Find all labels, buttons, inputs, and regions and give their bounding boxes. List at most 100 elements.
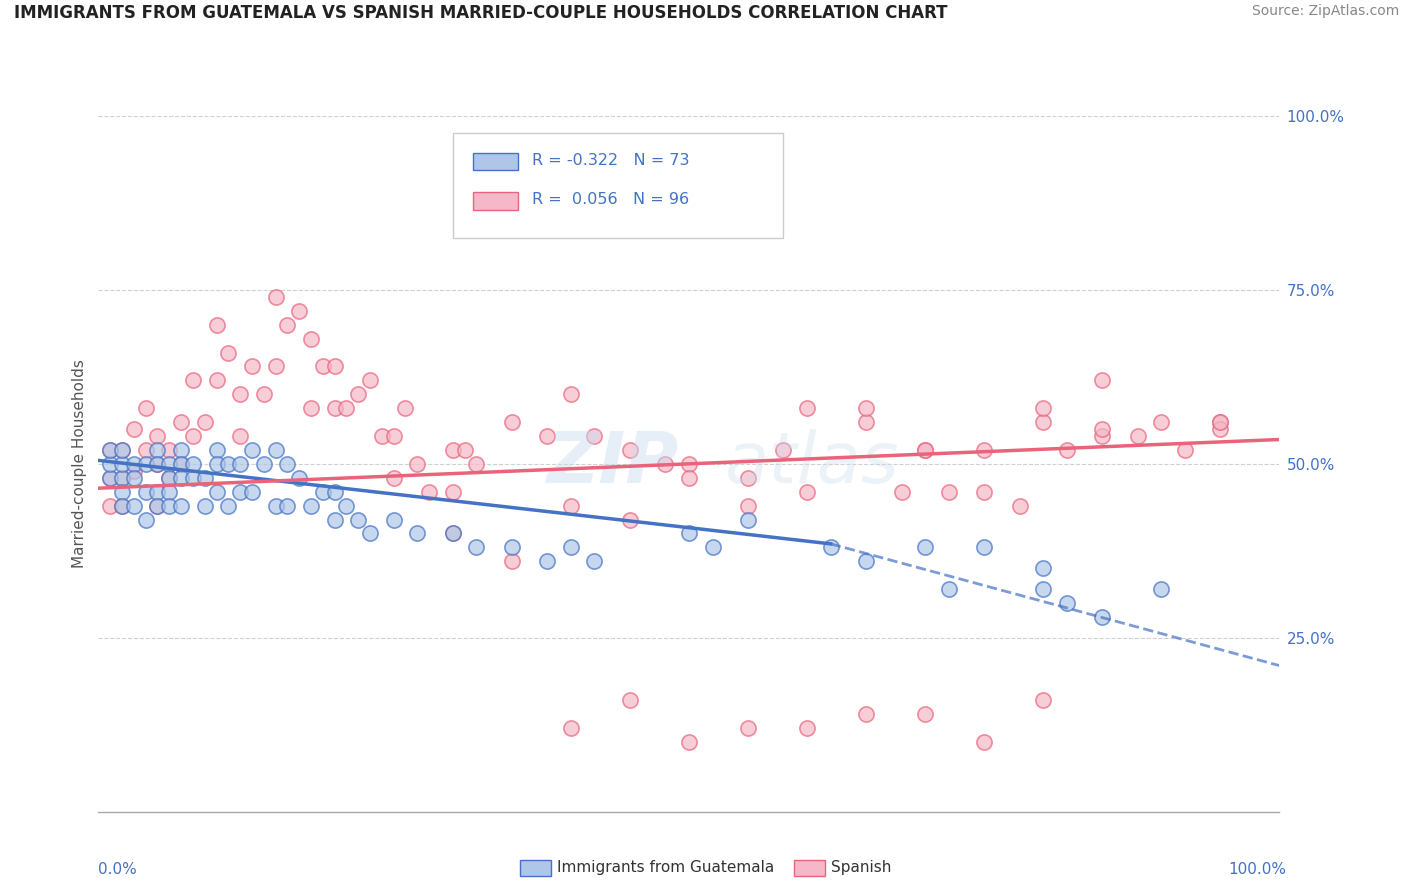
Point	[205, 442, 228, 457]
Point	[536, 429, 558, 443]
Point	[240, 359, 263, 374]
Point	[1150, 582, 1173, 596]
Point	[253, 387, 276, 401]
Point	[914, 442, 936, 457]
Text: 0.0%: 0.0%	[98, 863, 138, 877]
Text: 100.0%: 100.0%	[1229, 863, 1286, 877]
Point	[335, 499, 357, 513]
Point	[157, 457, 180, 471]
Point	[111, 442, 134, 457]
Text: Immigrants from Guatemala: Immigrants from Guatemala	[557, 861, 775, 875]
Point	[501, 541, 523, 555]
Point	[276, 457, 298, 471]
Point	[217, 457, 239, 471]
Point	[453, 442, 475, 457]
Y-axis label: Married-couple Households: Married-couple Households	[72, 359, 87, 568]
Text: Spanish: Spanish	[831, 861, 891, 875]
Point	[122, 422, 145, 436]
Point	[583, 554, 606, 568]
Point	[288, 471, 311, 485]
Point	[973, 484, 995, 499]
Point	[194, 471, 217, 485]
Point	[1032, 693, 1054, 707]
Point	[98, 442, 121, 457]
Point	[1209, 415, 1232, 429]
Point	[111, 484, 134, 499]
Point	[1091, 429, 1114, 443]
Point	[855, 415, 877, 429]
Point	[205, 457, 228, 471]
Point	[855, 401, 877, 416]
Point	[146, 442, 169, 457]
Point	[382, 471, 405, 485]
Point	[501, 415, 523, 429]
Point	[772, 442, 794, 457]
Point	[146, 457, 169, 471]
Point	[359, 373, 381, 387]
Point	[299, 332, 322, 346]
Text: R = -0.322   N = 73: R = -0.322 N = 73	[531, 153, 689, 168]
Text: atlas: atlas	[724, 429, 898, 499]
Point	[135, 457, 157, 471]
Point	[371, 429, 394, 443]
Point	[98, 471, 121, 485]
Point	[394, 401, 416, 416]
Point	[181, 457, 204, 471]
Point	[181, 471, 204, 485]
Point	[938, 582, 960, 596]
Point	[217, 345, 239, 359]
Point	[347, 512, 370, 526]
Point	[890, 484, 912, 499]
Point	[98, 471, 121, 485]
Bar	[472, 153, 517, 170]
Point	[737, 499, 759, 513]
Point	[1056, 596, 1078, 610]
Point	[170, 442, 193, 457]
Point	[194, 499, 217, 513]
Point	[382, 429, 405, 443]
Point	[418, 484, 440, 499]
Point	[702, 541, 724, 555]
Point	[560, 541, 582, 555]
Point	[122, 499, 145, 513]
Point	[820, 541, 842, 555]
Point	[276, 499, 298, 513]
Point	[560, 721, 582, 735]
Point	[914, 442, 936, 457]
Point	[135, 484, 157, 499]
Point	[205, 373, 228, 387]
Point	[299, 401, 322, 416]
FancyBboxPatch shape	[453, 134, 783, 238]
Point	[157, 499, 180, 513]
Point	[560, 499, 582, 513]
Point	[205, 484, 228, 499]
Point	[264, 442, 287, 457]
Point	[229, 457, 252, 471]
Point	[619, 693, 641, 707]
Point	[1032, 582, 1054, 596]
Text: IMMIGRANTS FROM GUATEMALA VS SPANISH MARRIED-COUPLE HOUSEHOLDS CORRELATION CHART: IMMIGRANTS FROM GUATEMALA VS SPANISH MAR…	[14, 4, 948, 22]
Point	[240, 484, 263, 499]
Point	[1056, 442, 1078, 457]
Point	[536, 554, 558, 568]
Point	[796, 484, 818, 499]
Point	[1091, 373, 1114, 387]
Point	[796, 721, 818, 735]
Point	[973, 541, 995, 555]
Point	[973, 735, 995, 749]
Point	[98, 499, 121, 513]
Point	[264, 359, 287, 374]
Point	[194, 415, 217, 429]
Point	[122, 471, 145, 485]
Point	[678, 526, 700, 541]
Point	[312, 484, 335, 499]
Point	[465, 457, 488, 471]
Point	[288, 303, 311, 318]
Point	[111, 457, 134, 471]
Point	[619, 442, 641, 457]
Point	[382, 512, 405, 526]
Point	[146, 499, 169, 513]
Text: R =  0.056   N = 96: R = 0.056 N = 96	[531, 192, 689, 207]
Text: Source: ZipAtlas.com: Source: ZipAtlas.com	[1251, 4, 1399, 19]
Text: ZIP: ZIP	[547, 429, 679, 499]
